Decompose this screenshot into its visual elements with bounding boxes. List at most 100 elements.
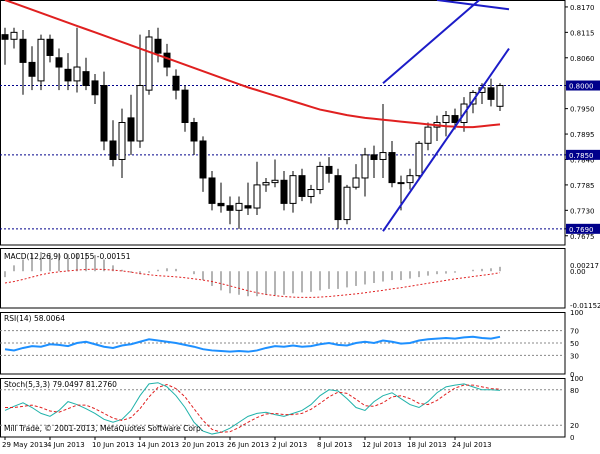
candle-body	[406, 175, 414, 184]
candle-body	[55, 57, 63, 68]
candle-body	[271, 179, 279, 184]
candle-body	[100, 85, 108, 142]
candle-body	[370, 154, 378, 160]
level-badge-label: 0.7690	[569, 226, 594, 234]
time-tick-label: 12 Jul 2013	[362, 441, 402, 449]
candle-body	[352, 177, 360, 188]
candle-body	[64, 68, 72, 82]
macd-tick-label: -0.01152	[570, 302, 600, 310]
level-badge-label: 0.8000	[569, 83, 594, 91]
candle-body	[226, 205, 234, 211]
candle-body	[307, 189, 315, 197]
candle-body	[487, 87, 495, 100]
moving-average-line	[4, 0, 501, 129]
trend-line	[436, 0, 510, 11]
candle-body	[262, 182, 270, 186]
rsi-line	[4, 335, 501, 353]
pane-frame	[0, 378, 566, 438]
candle-body	[325, 165, 333, 174]
candle-body	[91, 80, 99, 96]
candle-body	[289, 175, 297, 204]
trend-line	[382, 0, 481, 84]
copyright-footer: Mill Trade, © 2001-2013, MetaQuotes Soft…	[4, 424, 203, 433]
time-tick-label: 18 Jul 2013	[407, 441, 447, 449]
candle-body	[82, 71, 90, 87]
time-axis: 29 May 2013 4 Jun 2013 10 Jun 2013 14 Jun 2…	[2, 437, 492, 449]
level-badge	[566, 80, 600, 91]
candle-body	[496, 85, 504, 107]
price-tick-label: 0.7730	[570, 207, 595, 215]
candle-body	[397, 182, 405, 185]
candle-body	[244, 205, 252, 209]
main-price-pane	[0, 0, 566, 246]
rsi-pane	[0, 312, 566, 375]
candle-body	[334, 175, 342, 221]
candle-body	[451, 115, 459, 124]
candle-body	[190, 122, 198, 142]
stoch-tick-label: 100	[570, 375, 583, 383]
rsi-tick-label: 0	[570, 371, 574, 379]
candle-body	[253, 184, 261, 209]
candle-body	[280, 179, 288, 204]
price-tick-label: 0.8060	[570, 55, 595, 63]
pane-frame	[0, 0, 566, 246]
candle-body	[10, 31, 18, 40]
candle-body	[136, 85, 144, 142]
candle-body	[235, 202, 243, 211]
rsi-tick-label: 30	[570, 352, 579, 360]
price-tick-label: 0.8115	[570, 29, 595, 37]
candle-body	[1, 34, 9, 40]
time-tick-label: 14 Jun 2013	[137, 441, 179, 449]
candle-body	[424, 126, 432, 144]
stoch-d-line	[5, 383, 501, 433]
price-tick-label: 0.7675	[570, 233, 595, 241]
macd-label: MACD(12,26,9) 0.00155 -0.00151	[4, 252, 131, 261]
time-tick-label: 26 Jun 2013	[227, 441, 269, 449]
candle-body	[19, 38, 27, 63]
stoch-k-line	[4, 382, 501, 435]
level-badge	[566, 223, 600, 234]
time-tick-label: 8 Jul 2013	[317, 441, 352, 449]
candle-body	[316, 165, 324, 191]
stoch-pane	[0, 378, 566, 438]
candle-body	[118, 122, 126, 160]
candle-body	[208, 177, 216, 204]
macd-signal-line	[4, 268, 501, 298]
time-tick-label: 4 Jun 2013	[47, 441, 85, 449]
time-tick-label: 29 May 2013	[2, 441, 48, 449]
candle-body	[298, 175, 306, 197]
candle-body	[199, 140, 207, 179]
trend-line	[382, 47, 510, 232]
candle-body	[163, 52, 171, 68]
macd-tick-label: 0.00	[570, 268, 586, 276]
macd-pane	[0, 248, 566, 309]
candle-body	[379, 152, 387, 160]
price-axis: 0.8170 0.8115 0.8060 0.8000 0.7950 0.7895 0.78…	[565, 4, 600, 442]
stoch-tick-label: 80	[570, 387, 579, 395]
candle-body	[361, 154, 369, 179]
rsi-label: RSI(14) 58.0064	[4, 314, 65, 323]
price-tick-label: 0.7950	[570, 106, 595, 114]
rsi-tick-label: 100	[570, 309, 583, 317]
rsi-tick-label: 70	[570, 328, 579, 336]
price-tick-label: 0.7840	[570, 156, 595, 164]
candle-body	[415, 142, 423, 177]
candle-body	[172, 75, 180, 91]
candle-body	[28, 61, 36, 77]
candle-body	[145, 36, 153, 91]
candle-body	[154, 38, 162, 54]
stoch-tick-label: 0	[570, 434, 574, 442]
candle-body	[109, 140, 117, 160]
candle-body	[181, 89, 189, 123]
price-tick-label: 0.7785	[570, 182, 595, 190]
candle-body	[217, 202, 225, 207]
candle-body	[46, 38, 54, 56]
candle-body	[37, 38, 45, 82]
candle-body	[442, 115, 450, 124]
rsi-tick-label: 50	[570, 340, 579, 348]
candle-body	[469, 91, 477, 105]
time-tick-label: 24 Jul 2013	[452, 441, 492, 449]
candle-body	[127, 117, 135, 142]
